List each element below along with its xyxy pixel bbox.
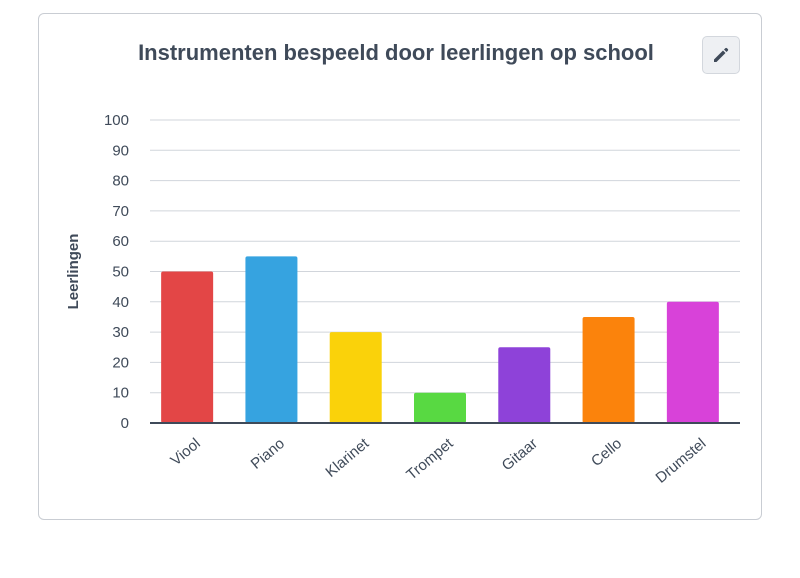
chart-card (38, 13, 762, 520)
y-tick-label: 100 (104, 112, 129, 129)
y-tick-label: 40 (112, 294, 129, 311)
y-tick-label: 20 (112, 354, 129, 371)
pencil-icon (714, 47, 729, 62)
x-tick-label: Trompet (403, 435, 457, 484)
bar-klarinet (329, 332, 382, 423)
bar-trompet (414, 392, 466, 423)
x-tick-label: Klarinet (322, 435, 373, 481)
x-tick-label: Cello (588, 435, 625, 470)
y-tick-label: 70 (112, 203, 129, 220)
y-tick-label: 30 (112, 324, 129, 341)
bar-piano (245, 256, 298, 423)
bar-cello (582, 316, 635, 423)
y-tick-label: 60 (112, 233, 129, 250)
chart-title: Instrumenten bespeeld door leerlingen op… (138, 40, 654, 65)
x-tick-label: Viool (167, 435, 203, 469)
bar-drumstel (666, 301, 719, 423)
bar-gitaar (498, 347, 551, 423)
y-tick-label: 10 (112, 385, 129, 402)
x-tick-label: Piano (248, 435, 288, 473)
x-tick-label: Drumstel (653, 435, 710, 487)
y-tick-label: 80 (112, 173, 129, 190)
y-tick-label: 50 (112, 264, 129, 281)
y-tick-label: 0 (121, 415, 129, 432)
bar-viool (161, 271, 214, 423)
y-axis-label: Leerlingen (65, 234, 82, 310)
x-tick-label: Gitaar (499, 435, 541, 474)
y-tick-label: 90 (112, 142, 129, 159)
edit-button[interactable] (702, 36, 740, 74)
